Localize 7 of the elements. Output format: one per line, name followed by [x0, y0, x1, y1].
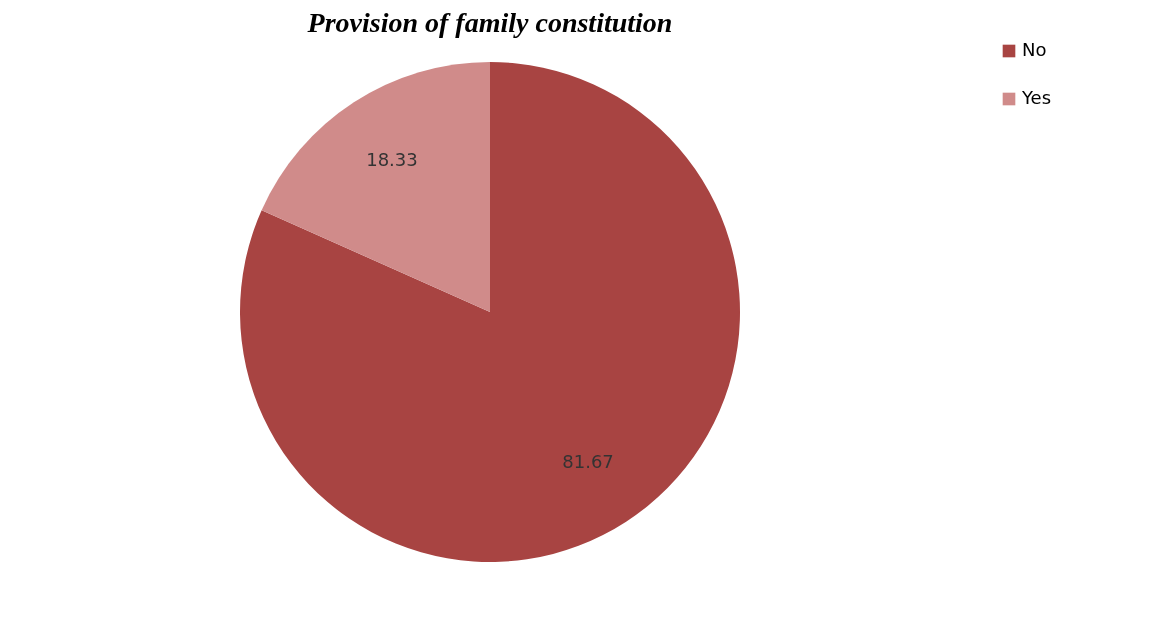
- legend-label: Yes: [1021, 87, 1052, 108]
- legend-label: No: [1022, 39, 1047, 60]
- chart-title: Provision of family constitution: [306, 7, 673, 38]
- pie-slice: [240, 62, 740, 562]
- pie-slice: [261, 62, 490, 312]
- data-label: 18.33: [366, 149, 418, 171]
- data-label: 81.67: [562, 450, 614, 472]
